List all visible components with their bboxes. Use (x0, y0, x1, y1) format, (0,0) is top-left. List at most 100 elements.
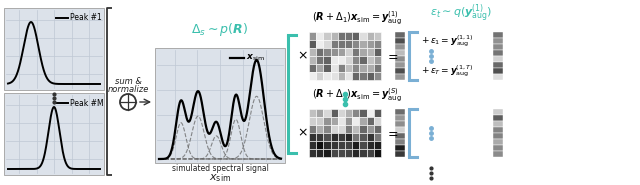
Bar (367, 64, 374, 72)
Text: Peak #M: Peak #M (70, 98, 104, 107)
Bar (345, 56, 352, 64)
Bar (323, 48, 331, 56)
Bar (331, 125, 338, 133)
Bar (360, 64, 367, 72)
Bar (316, 149, 323, 157)
Text: $=$: $=$ (385, 127, 399, 139)
Bar (316, 117, 323, 125)
Bar (316, 109, 323, 117)
Text: $=$: $=$ (385, 50, 399, 63)
FancyBboxPatch shape (4, 8, 104, 90)
Bar (323, 72, 331, 80)
Bar (345, 32, 352, 40)
Bar (323, 32, 331, 40)
Bar (345, 40, 352, 48)
Text: Peak #1: Peak #1 (70, 14, 102, 23)
Bar (360, 109, 367, 117)
Bar (493, 121, 503, 127)
Bar (323, 133, 331, 141)
Bar (338, 32, 345, 40)
Bar (316, 56, 323, 64)
Bar (374, 48, 381, 56)
Bar (309, 32, 316, 40)
Bar (360, 149, 367, 157)
Bar (367, 133, 374, 141)
Bar (374, 40, 381, 48)
Bar (493, 56, 503, 62)
Bar (338, 72, 345, 80)
Bar (493, 151, 503, 157)
Bar (360, 40, 367, 48)
Bar (323, 64, 331, 72)
Circle shape (120, 94, 136, 110)
Bar (331, 72, 338, 80)
Bar (352, 109, 360, 117)
Bar (493, 38, 503, 44)
Text: $\Delta_s \sim p(\boldsymbol{R})$: $\Delta_s \sim p(\boldsymbol{R})$ (191, 21, 248, 38)
Bar (345, 149, 352, 157)
Bar (360, 133, 367, 141)
Bar (493, 145, 503, 151)
Bar (352, 72, 360, 80)
Bar (323, 56, 331, 64)
Bar (374, 64, 381, 72)
Text: $\boldsymbol{x}_{\rm sim}$: $\boldsymbol{x}_{\rm sim}$ (246, 53, 265, 63)
Bar (395, 62, 405, 68)
Bar (345, 109, 352, 117)
Text: $\times$: $\times$ (296, 50, 307, 63)
Bar (309, 125, 316, 133)
Bar (493, 50, 503, 56)
Bar (493, 44, 503, 50)
Bar (367, 48, 374, 56)
Bar (360, 32, 367, 40)
Bar (309, 117, 316, 125)
Text: $(\boldsymbol{R}+\Delta_1)\boldsymbol{x}_{\rm sim}=\boldsymbol{y}^{(1)}_{\rm aug: $(\boldsymbol{R}+\Delta_1)\boldsymbol{x}… (312, 9, 402, 27)
Bar (352, 125, 360, 133)
Bar (367, 125, 374, 133)
Bar (352, 64, 360, 72)
Bar (316, 40, 323, 48)
Bar (493, 115, 503, 121)
Bar (352, 40, 360, 48)
Bar (316, 133, 323, 141)
Bar (360, 72, 367, 80)
Bar (323, 109, 331, 117)
Text: $(\boldsymbol{R}+\Delta_S)\boldsymbol{x}_{\rm sim}=\boldsymbol{y}^{(S)}_{\rm aug: $(\boldsymbol{R}+\Delta_S)\boldsymbol{x}… (312, 86, 402, 104)
Bar (352, 149, 360, 157)
Bar (367, 149, 374, 157)
Text: normalize: normalize (108, 85, 148, 95)
Bar (309, 64, 316, 72)
Bar (338, 133, 345, 141)
Bar (493, 133, 503, 139)
Bar (338, 149, 345, 157)
Bar (374, 32, 381, 40)
Bar (316, 141, 323, 149)
Bar (331, 141, 338, 149)
Bar (345, 72, 352, 80)
Bar (309, 141, 316, 149)
Bar (374, 133, 381, 141)
Bar (395, 109, 405, 115)
Bar (374, 125, 381, 133)
Bar (323, 141, 331, 149)
Bar (395, 44, 405, 50)
Bar (493, 74, 503, 80)
Bar (323, 40, 331, 48)
Bar (331, 149, 338, 157)
Text: $\times$: $\times$ (296, 127, 307, 139)
Bar (352, 133, 360, 141)
Bar (309, 109, 316, 117)
Bar (338, 141, 345, 149)
Bar (338, 64, 345, 72)
Bar (345, 64, 352, 72)
Bar (309, 72, 316, 80)
Bar (331, 40, 338, 48)
Bar (367, 72, 374, 80)
Bar (323, 149, 331, 157)
Bar (395, 56, 405, 62)
Bar (367, 56, 374, 64)
Bar (331, 32, 338, 40)
Bar (338, 125, 345, 133)
Bar (345, 48, 352, 56)
Bar (360, 48, 367, 56)
